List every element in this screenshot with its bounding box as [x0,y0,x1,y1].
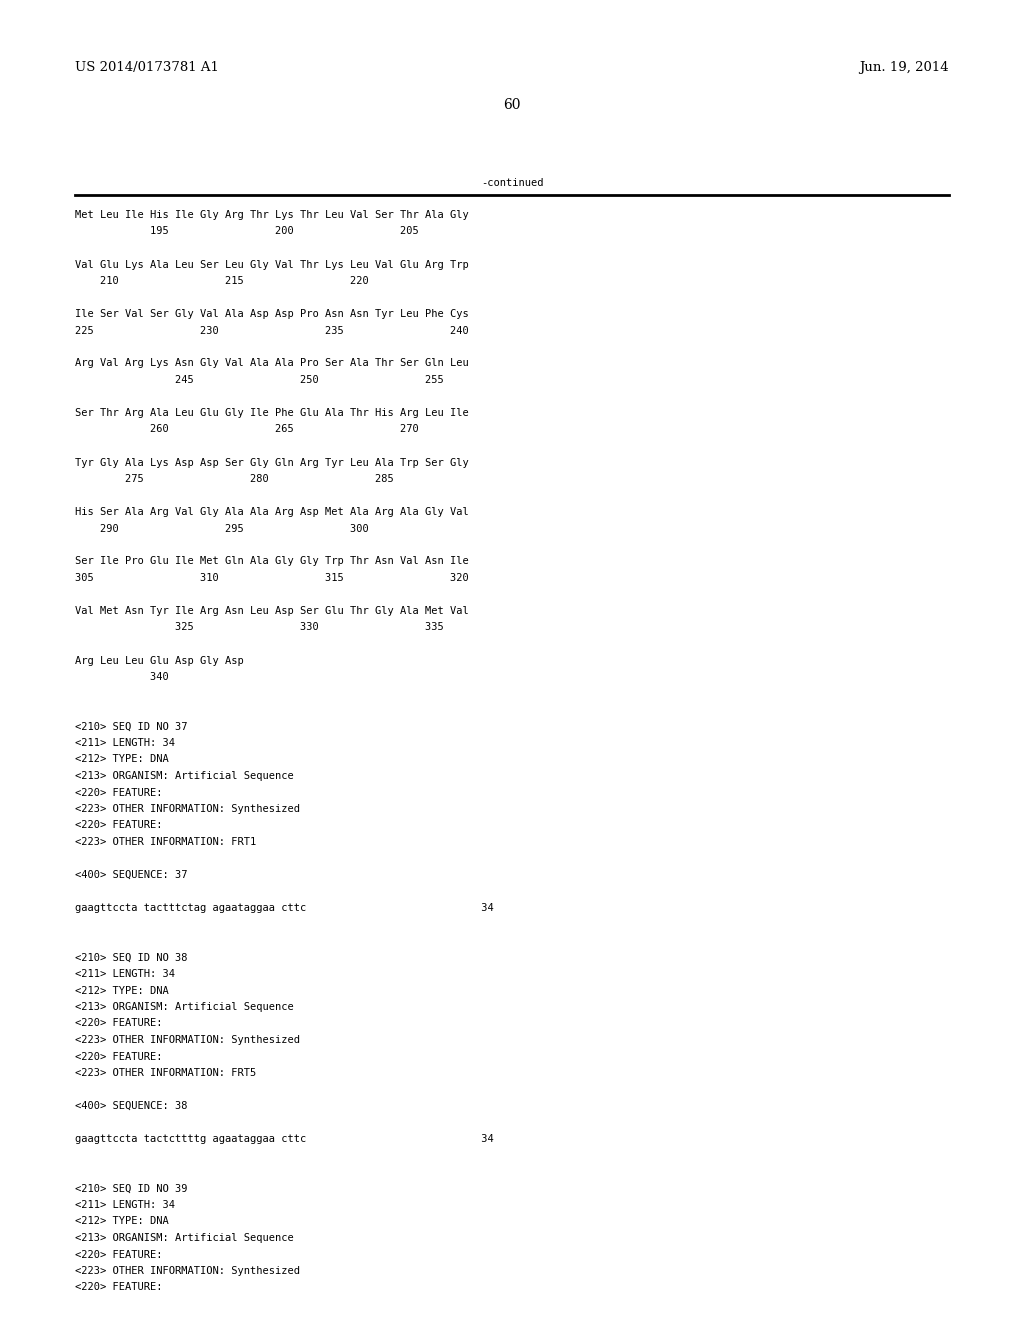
Text: <211> LENGTH: 34: <211> LENGTH: 34 [75,1200,175,1210]
Text: <220> FEATURE:: <220> FEATURE: [75,821,163,830]
Text: <220> FEATURE:: <220> FEATURE: [75,788,163,797]
Text: gaagttccta tactttctag agaataggaa cttc                            34: gaagttccta tactttctag agaataggaa cttc 34 [75,903,494,913]
Text: <223> OTHER INFORMATION: FRT1: <223> OTHER INFORMATION: FRT1 [75,837,256,847]
Text: <223> OTHER INFORMATION: Synthesized: <223> OTHER INFORMATION: Synthesized [75,804,300,814]
Text: <220> FEATURE:: <220> FEATURE: [75,1019,163,1028]
Text: Ser Ile Pro Glu Ile Met Gln Ala Gly Gly Trp Thr Asn Val Asn Ile: Ser Ile Pro Glu Ile Met Gln Ala Gly Gly … [75,557,469,566]
Text: <211> LENGTH: 34: <211> LENGTH: 34 [75,969,175,979]
Text: 275                 280                 285: 275 280 285 [75,474,394,484]
Text: <213> ORGANISM: Artificial Sequence: <213> ORGANISM: Artificial Sequence [75,1233,294,1243]
Text: 225                 230                 235                 240: 225 230 235 240 [75,326,469,335]
Text: Tyr Gly Ala Lys Asp Asp Ser Gly Gln Arg Tyr Leu Ala Trp Ser Gly: Tyr Gly Ala Lys Asp Asp Ser Gly Gln Arg … [75,458,469,467]
Text: 325                 330                 335: 325 330 335 [75,623,443,632]
Text: <212> TYPE: DNA: <212> TYPE: DNA [75,755,169,764]
Text: 210                 215                 220: 210 215 220 [75,276,369,286]
Text: 260                 265                 270: 260 265 270 [75,425,419,434]
Text: <220> FEATURE:: <220> FEATURE: [75,1052,163,1061]
Text: 60: 60 [503,98,521,112]
Text: Ser Thr Arg Ala Leu Glu Gly Ile Phe Glu Ala Thr His Arg Leu Ile: Ser Thr Arg Ala Leu Glu Gly Ile Phe Glu … [75,408,469,418]
Text: 245                 250                 255: 245 250 255 [75,375,443,385]
Text: <212> TYPE: DNA: <212> TYPE: DNA [75,986,169,995]
Text: 305                 310                 315                 320: 305 310 315 320 [75,573,469,583]
Text: <400> SEQUENCE: 38: <400> SEQUENCE: 38 [75,1101,187,1111]
Text: US 2014/0173781 A1: US 2014/0173781 A1 [75,62,219,74]
Text: <212> TYPE: DNA: <212> TYPE: DNA [75,1217,169,1226]
Text: -continued: -continued [480,178,544,187]
Text: <210> SEQ ID NO 39: <210> SEQ ID NO 39 [75,1184,187,1193]
Text: Arg Leu Leu Glu Asp Gly Asp: Arg Leu Leu Glu Asp Gly Asp [75,656,244,665]
Text: <223> OTHER INFORMATION: FRT5: <223> OTHER INFORMATION: FRT5 [75,1068,256,1078]
Text: Val Met Asn Tyr Ile Arg Asn Leu Asp Ser Glu Thr Gly Ala Met Val: Val Met Asn Tyr Ile Arg Asn Leu Asp Ser … [75,606,469,616]
Text: Jun. 19, 2014: Jun. 19, 2014 [859,62,949,74]
Text: gaagttccta tactcttttg agaataggaa cttc                            34: gaagttccta tactcttttg agaataggaa cttc 34 [75,1134,494,1144]
Text: Ile Ser Val Ser Gly Val Ala Asp Asp Pro Asn Asn Tyr Leu Phe Cys: Ile Ser Val Ser Gly Val Ala Asp Asp Pro … [75,309,469,319]
Text: <220> FEATURE:: <220> FEATURE: [75,1283,163,1292]
Text: His Ser Ala Arg Val Gly Ala Ala Arg Asp Met Ala Arg Ala Gly Val: His Ser Ala Arg Val Gly Ala Ala Arg Asp … [75,507,469,517]
Text: 290                 295                 300: 290 295 300 [75,524,369,533]
Text: Arg Val Arg Lys Asn Gly Val Ala Ala Pro Ser Ala Thr Ser Gln Leu: Arg Val Arg Lys Asn Gly Val Ala Ala Pro … [75,359,469,368]
Text: <210> SEQ ID NO 37: <210> SEQ ID NO 37 [75,722,187,731]
Text: Met Leu Ile His Ile Gly Arg Thr Lys Thr Leu Val Ser Thr Ala Gly: Met Leu Ile His Ile Gly Arg Thr Lys Thr … [75,210,469,220]
Text: <210> SEQ ID NO 38: <210> SEQ ID NO 38 [75,953,187,962]
Text: 340: 340 [75,672,169,682]
Text: <213> ORGANISM: Artificial Sequence: <213> ORGANISM: Artificial Sequence [75,1002,294,1012]
Text: <223> OTHER INFORMATION: Synthesized: <223> OTHER INFORMATION: Synthesized [75,1035,300,1045]
Text: <400> SEQUENCE: 37: <400> SEQUENCE: 37 [75,870,187,880]
Text: <220> FEATURE:: <220> FEATURE: [75,1250,163,1259]
Text: 195                 200                 205: 195 200 205 [75,227,419,236]
Text: <211> LENGTH: 34: <211> LENGTH: 34 [75,738,175,748]
Text: Val Glu Lys Ala Leu Ser Leu Gly Val Thr Lys Leu Val Glu Arg Trp: Val Glu Lys Ala Leu Ser Leu Gly Val Thr … [75,260,469,269]
Text: <223> OTHER INFORMATION: Synthesized: <223> OTHER INFORMATION: Synthesized [75,1266,300,1276]
Text: <213> ORGANISM: Artificial Sequence: <213> ORGANISM: Artificial Sequence [75,771,294,781]
